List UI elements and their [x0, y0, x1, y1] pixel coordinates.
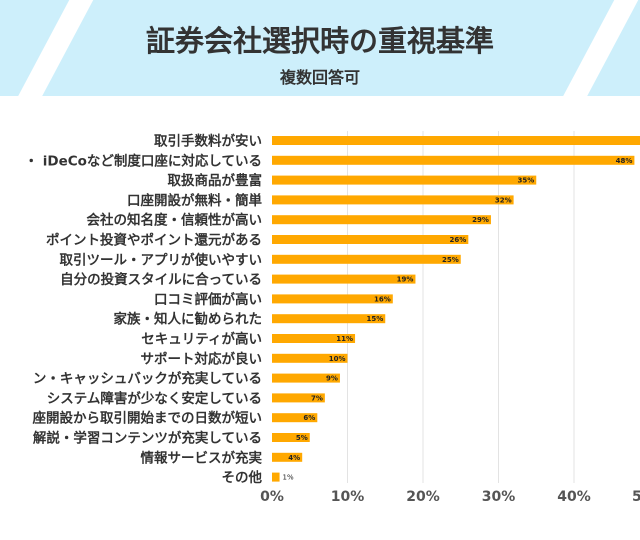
data-label: 35%: [517, 177, 534, 185]
category-label: 解説・学習コンテンツが充実している: [33, 430, 262, 447]
x-tick-label: 5: [632, 489, 640, 505]
category-label: 会社の知名度・信頼性が高い: [87, 212, 263, 229]
category-label: 取引ツール・アプリが使いやすい: [60, 251, 263, 268]
category-label: ・ iDeCoなど制度口座に対応している: [25, 152, 262, 169]
bar: [272, 413, 318, 423]
data-label: 11%: [336, 335, 353, 343]
x-tick-label: 20%: [406, 489, 440, 505]
bars: [272, 136, 640, 482]
x-tick-label: 30%: [482, 489, 516, 505]
data-label: 16%: [374, 295, 391, 303]
data-labels: 48% 35% 32% 29% 26% 25% 19% 16% 15% 11% 10% 9% 7% 6% 5…: [283, 157, 633, 482]
data-label: 26%: [450, 236, 467, 244]
data-label: 5%: [296, 434, 308, 442]
category-label: ン・キャッシュバックが充実している: [33, 370, 262, 387]
data-label: 10%: [329, 355, 346, 363]
header-banner: 証券会社選択時の重視基準 複数回答可: [0, 0, 640, 96]
bar: [272, 472, 280, 482]
bar: [272, 274, 416, 284]
bar: [272, 353, 348, 363]
bar: [272, 433, 310, 442]
bar: [272, 215, 491, 225]
category-label: システム障害が少なく安定している: [47, 390, 262, 407]
category-labels: 取引手数料が安い・ iDeCoなど制度口座に対応している取扱商品が豊富口座開設が…: [25, 133, 263, 487]
x-tick-label: 0%: [260, 489, 284, 505]
bar: [272, 452, 303, 462]
category-label: 家族・知人に勧められた: [114, 311, 263, 328]
category-label: 口コミ評価が高い: [154, 291, 262, 308]
x-tick-label: 10%: [331, 489, 365, 505]
chart-title: 証券会社選択時の重視基準: [145, 24, 494, 58]
bar: [272, 155, 635, 165]
data-label: 15%: [366, 315, 383, 323]
bar: [272, 235, 469, 244]
gridlines: [347, 131, 575, 483]
data-label: 4%: [288, 454, 300, 462]
bar: [272, 195, 514, 205]
category-label: セキュリティが高い: [141, 331, 262, 348]
bar: [272, 373, 340, 383]
bar: [272, 314, 386, 324]
bar: [272, 254, 461, 264]
category-label: 口座開設が無料・簡単: [127, 192, 262, 209]
data-label: 1%: [283, 474, 294, 482]
data-label: 19%: [397, 276, 414, 284]
bar: [272, 175, 537, 185]
category-label: 取扱商品が豊富: [168, 172, 263, 189]
category-label: サポート対応が良い: [141, 350, 263, 367]
data-label: 48%: [616, 157, 633, 165]
data-label: 6%: [303, 414, 315, 422]
data-label: 7%: [311, 394, 323, 402]
category-label: 自分の投資スタイルに合っている: [60, 271, 262, 288]
data-label: 25%: [442, 256, 459, 264]
data-label: 9%: [326, 375, 338, 383]
bar: [272, 136, 640, 145]
bar: [272, 294, 393, 304]
category-label: ポイント投資やポイント還元がある: [46, 232, 262, 249]
chart-subtitle: 複数回答可: [279, 68, 360, 87]
x-axis-ticks: 0% 10% 20% 30% 40% 5: [260, 489, 640, 505]
data-label: 29%: [472, 216, 489, 224]
bar: [272, 334, 356, 343]
category-label: 情報サービスが充実: [141, 449, 263, 466]
bar: [272, 393, 325, 403]
category-label: その他: [222, 469, 263, 486]
category-label: 取引手数料が安い: [154, 133, 262, 150]
category-label: 座開設から取引開始までの日数が短い: [33, 410, 263, 427]
data-label: 32%: [495, 196, 512, 204]
x-tick-label: 40%: [557, 489, 591, 505]
